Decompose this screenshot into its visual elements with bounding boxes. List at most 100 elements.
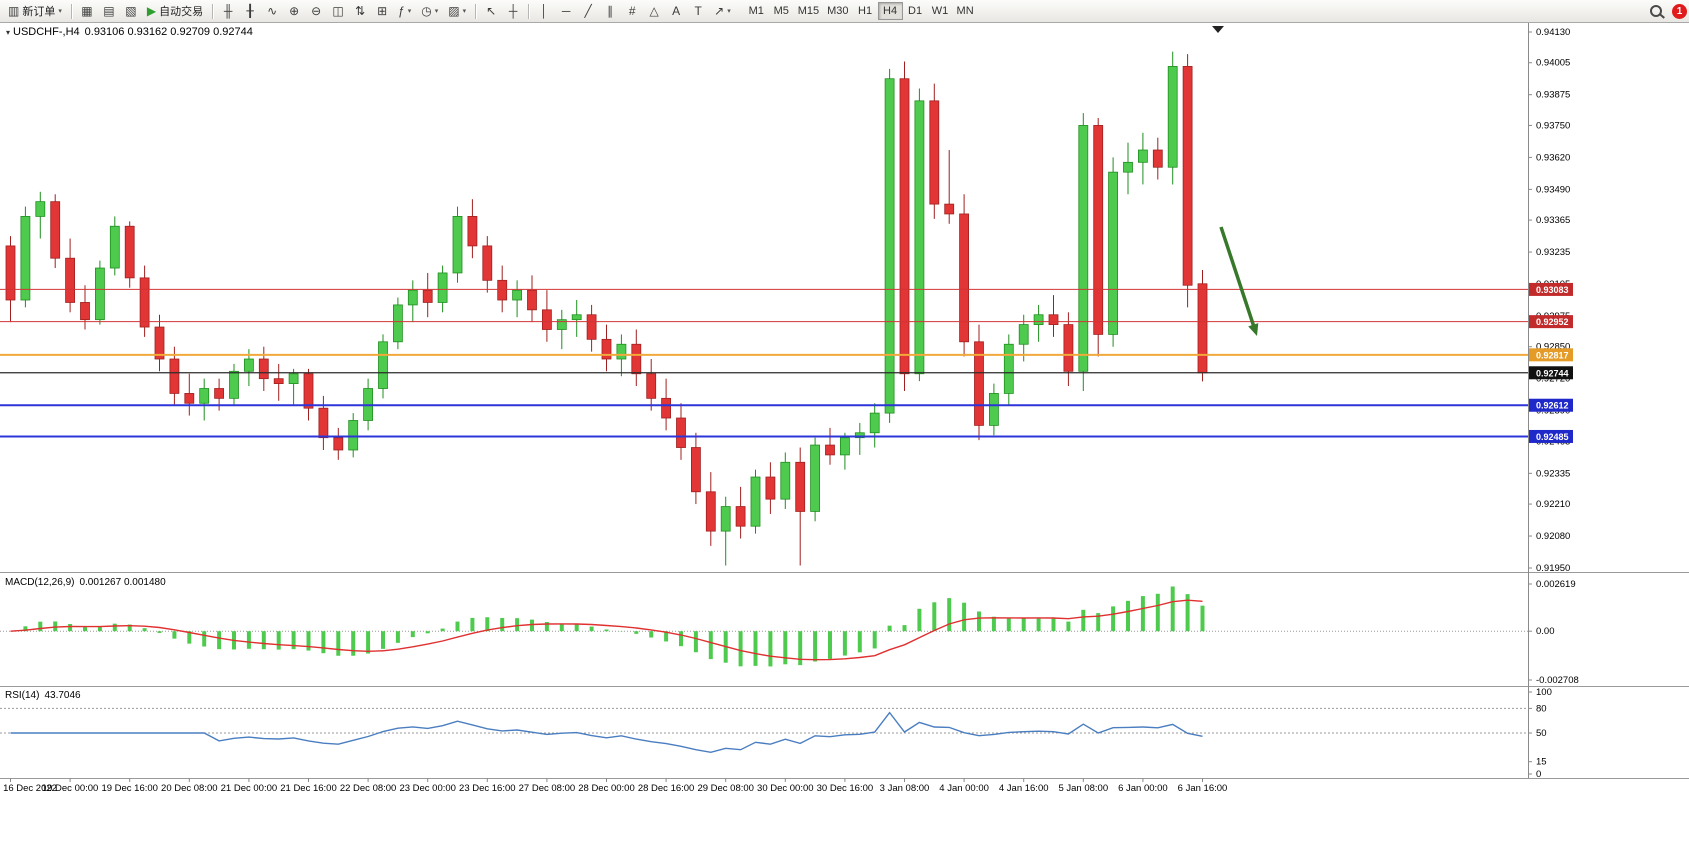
candle	[1123, 161, 1133, 173]
svg-text:28 Dec 00:00: 28 Dec 00:00	[578, 783, 635, 794]
candle	[184, 393, 195, 404]
cascade-windows-icon: ⊞	[377, 4, 388, 18]
toolbar-separator	[528, 3, 530, 19]
candle	[1197, 283, 1208, 374]
vertical-line-button[interactable]: │	[534, 2, 554, 21]
shapes-button[interactable]: △	[644, 2, 664, 21]
price-line-0.93083[interactable]: 0.93083	[0, 282, 1573, 296]
tf-d1-button[interactable]: D1	[903, 2, 928, 20]
chart-shift-marker[interactable]	[1212, 26, 1224, 33]
candle	[303, 373, 314, 409]
rsi-scale-tick: 50	[1536, 728, 1547, 739]
price-line-0.92485[interactable]: 0.92485	[0, 429, 1573, 443]
zoom-out-button[interactable]: ⊖	[306, 2, 326, 21]
candlestick-button[interactable]: ╂	[240, 2, 260, 21]
candle	[646, 373, 657, 399]
candle	[1167, 66, 1178, 168]
svg-text:0.93620: 0.93620	[1536, 152, 1570, 163]
crosshair-button[interactable]: ┼	[503, 2, 523, 21]
fibonacci-button[interactable]: #	[622, 2, 642, 21]
svg-text:0.92485: 0.92485	[1536, 432, 1569, 442]
arrange-windows-button[interactable]: ⇅	[350, 2, 370, 21]
navigator-button[interactable]: ▧	[121, 2, 141, 21]
horizontal-line-button[interactable]: ─	[556, 2, 576, 21]
candle	[497, 279, 508, 301]
indicators-icon: ƒ	[398, 4, 405, 18]
macd-label: MACD(12,26,9) 0.001267 0.001480	[5, 577, 166, 588]
label-button[interactable]: T	[688, 2, 708, 21]
candle	[333, 437, 344, 451]
cascade-windows-button[interactable]: ⊞	[372, 2, 392, 21]
bar-chart-button[interactable]: ╫	[218, 2, 238, 21]
candle	[601, 338, 612, 360]
price-line-0.92952[interactable]: 0.92952	[0, 315, 1573, 329]
templates-button[interactable]: ▨ ▾	[444, 2, 470, 21]
svg-text:6 Jan 00:00: 6 Jan 00:00	[1118, 783, 1168, 794]
tf-mn-button[interactable]: MN	[953, 2, 978, 20]
text-button[interactable]: A	[666, 2, 686, 21]
price-line-0.92817[interactable]: 0.92817	[0, 348, 1573, 362]
notification-badge[interactable]: 1	[1672, 3, 1687, 19]
svg-text:23 Dec 16:00: 23 Dec 16:00	[459, 783, 516, 794]
price-line-0.92744[interactable]: 0.92744	[0, 366, 1573, 380]
charts-window-icon: ▦	[81, 4, 93, 18]
price-line-0.92612[interactable]: 0.92612	[0, 398, 1573, 412]
candle	[243, 358, 254, 372]
svg-text:4 Jan 00:00: 4 Jan 00:00	[939, 783, 989, 794]
tile-windows-icon: ◫	[332, 4, 344, 18]
tf-m30-button[interactable]: M30	[823, 2, 852, 20]
autotrade-button[interactable]: ▶ 自动交易	[143, 2, 207, 21]
candle	[691, 447, 701, 493]
indicators-button[interactable]: ƒ ▾	[394, 2, 415, 21]
candle	[1018, 324, 1029, 345]
candle	[288, 373, 299, 384]
charts-window-button[interactable]: ▦	[77, 2, 97, 21]
candle	[65, 257, 75, 303]
data-window-button[interactable]: ▤	[99, 2, 119, 21]
arrows-tool-button[interactable]: ↗ ▾	[710, 2, 735, 21]
new-order-button[interactable]: ▥ 新订单 ▾	[4, 2, 66, 21]
templates-icon: ▨	[448, 4, 460, 18]
svg-text:19 Dec 16:00: 19 Dec 16:00	[101, 783, 158, 794]
candle	[1093, 125, 1104, 335]
candle	[139, 277, 150, 328]
candle	[169, 358, 180, 394]
rsi-scale-tick: 80	[1536, 703, 1547, 714]
tf-m5-button[interactable]: M5	[769, 2, 794, 20]
line-chart-button[interactable]: ∿	[262, 2, 282, 21]
candlestick-icon: ╂	[246, 4, 254, 18]
candle	[1078, 125, 1089, 372]
tf-m15-button[interactable]: M15	[794, 2, 823, 20]
search-button[interactable]	[1646, 2, 1666, 21]
chevron-down-icon: ▾	[58, 8, 62, 15]
trendline-button[interactable]: ╱	[578, 2, 598, 21]
toolbar-separator	[475, 3, 477, 19]
candle	[899, 78, 910, 375]
svg-text:29 Dec 08:00: 29 Dec 08:00	[697, 783, 754, 794]
cursor-button[interactable]: ↖	[481, 2, 501, 21]
tf-h4-button[interactable]: H4	[877, 2, 903, 20]
annotation-arrow[interactable]	[1219, 226, 1257, 329]
zoom-in-button[interactable]: ⊕	[284, 2, 304, 21]
timeframe-group: M1 M5 M15 M30 H1 H4 D1 W1 MN	[744, 2, 978, 20]
periods-button[interactable]: ◷ ▾	[417, 2, 442, 21]
svg-text:6 Jan 16:00: 6 Jan 16:00	[1178, 783, 1228, 794]
svg-text:0.93365: 0.93365	[1536, 215, 1570, 226]
svg-text:16 Dec 2022: 16 Dec 2022	[3, 783, 57, 794]
chart-menu-icon[interactable]: ▾	[6, 28, 11, 37]
arrange-windows-icon: ⇅	[355, 4, 366, 18]
svg-text:0.93490: 0.93490	[1536, 184, 1570, 195]
tile-windows-button[interactable]: ◫	[328, 2, 348, 21]
svg-text:0.91950: 0.91950	[1536, 563, 1570, 574]
tf-h1-button[interactable]: H1	[853, 2, 878, 20]
line-chart-icon: ∿	[267, 4, 278, 18]
tf-m1-button[interactable]: M1	[744, 2, 769, 20]
new-order-icon: ▥	[8, 4, 20, 18]
channel-button[interactable]: ∥	[600, 2, 620, 21]
svg-text:22 Dec 08:00: 22 Dec 08:00	[340, 783, 397, 794]
tf-w1-button[interactable]: W1	[928, 2, 953, 20]
candle	[884, 78, 895, 414]
candles-layer[interactable]	[5, 51, 1208, 566]
candle	[467, 216, 478, 247]
